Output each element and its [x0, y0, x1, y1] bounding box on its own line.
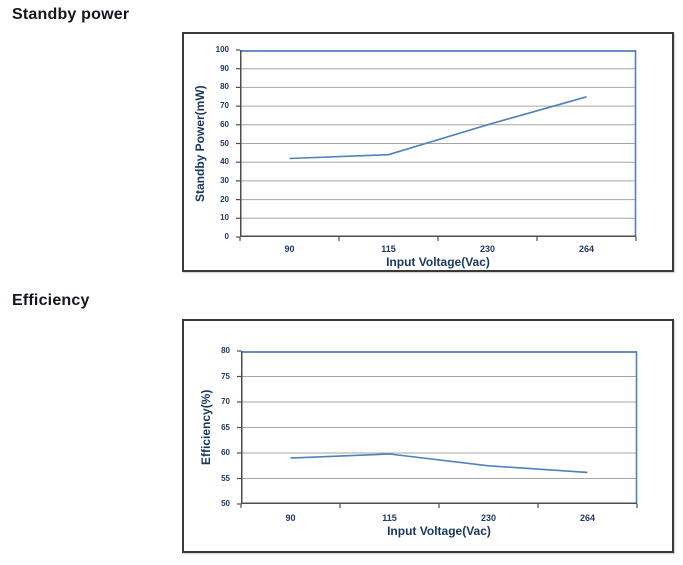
x-tick-label: 264	[578, 244, 595, 254]
standby-plot-area	[236, 49, 637, 241]
y-tick-label: 70	[220, 101, 229, 111]
x-tick-label: 230	[479, 244, 496, 254]
y-tick-label: 10	[220, 213, 229, 223]
y-tick-label: 90	[220, 63, 229, 73]
standby-y-axis-tick-labels: 0 10 20 30 40 50 60 70 80 90 100	[184, 45, 236, 241]
x-tick-label: 115	[382, 513, 397, 523]
standby-x-axis-title: Input Voltage(Vac)	[386, 255, 490, 269]
y-tick-label: 30	[220, 175, 229, 185]
y-tick-label: 65	[221, 422, 230, 432]
data-line	[289, 96, 587, 160]
standby-power-heading: Standby power	[12, 6, 130, 23]
y-tick-label: 70	[221, 397, 230, 406]
y-tick-label: 50	[221, 499, 230, 508]
efficiency-y-axis-tick-labels: 50 55 60 65 70 75 80	[184, 346, 237, 508]
standby-x-axis-tick-labels: 90 115 230 264	[240, 243, 636, 255]
x-tick-label: 90	[285, 513, 296, 523]
y-tick-label: 75	[221, 371, 230, 381]
efficiency-plot-area	[237, 350, 638, 508]
efficiency-chart: Efficiency(%) 50 55 60 65 70 75 80 90 115 230 264…	[182, 319, 674, 553]
y-tick-label: 50	[220, 138, 229, 148]
efficiency-x-axis-title: Input Voltage(Vac)	[387, 524, 491, 538]
y-tick-label: 100	[215, 45, 229, 54]
chart-canvas	[237, 350, 638, 508]
efficiency-heading: Efficiency	[12, 292, 90, 309]
y-tick-label: 60	[220, 119, 229, 129]
standby-power-chart: Standby Power(mW) 0 10 20 30 40 50 60 70 80 90 100…	[182, 32, 674, 272]
y-tick-label: 20	[220, 194, 229, 204]
x-tick-label: 115	[381, 244, 396, 254]
y-tick-label: 55	[221, 473, 230, 483]
x-tick-label: 90	[284, 244, 295, 254]
data-line	[290, 453, 588, 474]
y-tick-label: 0	[224, 232, 229, 241]
x-tick-label: 264	[579, 513, 596, 523]
x-tick-label: 230	[480, 513, 497, 523]
chart-canvas	[236, 49, 637, 241]
y-tick-label: 60	[221, 448, 230, 457]
y-tick-label: 40	[220, 157, 229, 167]
y-tick-label: 80	[221, 346, 230, 355]
y-tick-label: 80	[220, 82, 229, 92]
efficiency-x-axis-tick-labels: 90 115 230 264	[241, 512, 637, 524]
